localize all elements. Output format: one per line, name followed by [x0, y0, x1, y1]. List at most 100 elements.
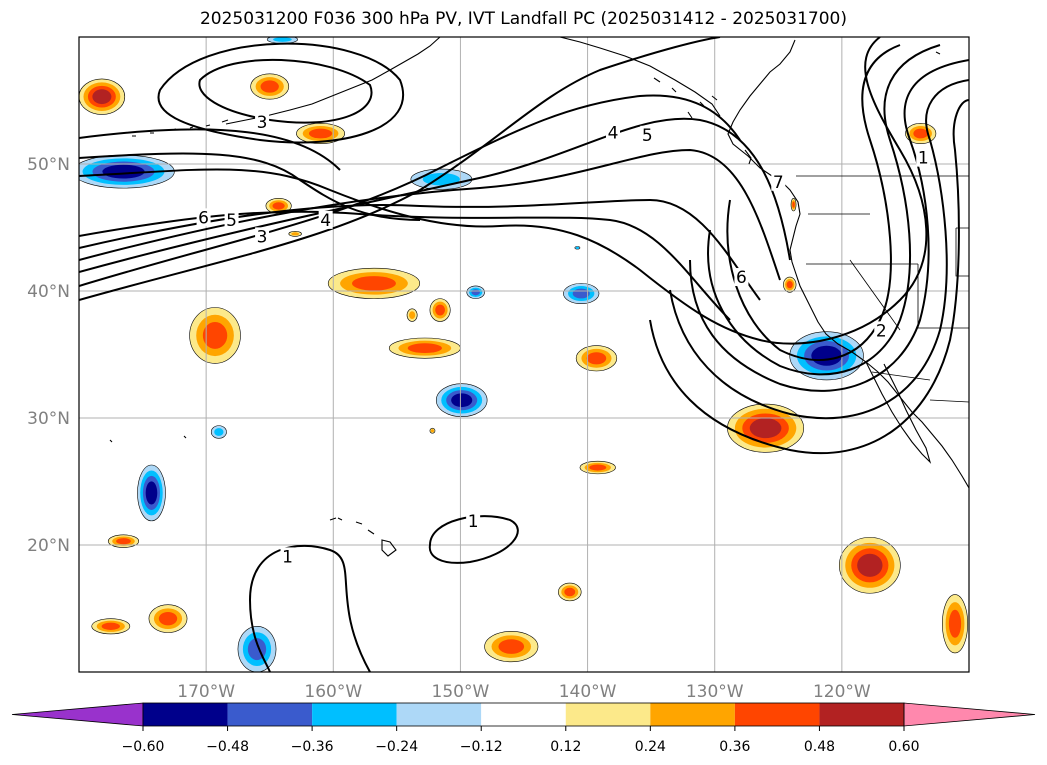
- pc-band: [575, 246, 579, 250]
- colorbar-tick-label: 0.36: [719, 739, 750, 755]
- pc-band: [749, 418, 782, 439]
- pc-band: [586, 352, 607, 365]
- pc-band: [948, 609, 962, 638]
- lon-tick-label: 170°W: [177, 682, 235, 700]
- pv-contour-line: [79, 152, 421, 221]
- pc-anomaly-patch: [429, 298, 451, 322]
- pc-band: [451, 393, 473, 408]
- pc-anomaly-patch: [783, 276, 797, 293]
- pc-anomaly-patch: [466, 285, 485, 299]
- colorbar-tick-label: −0.24: [375, 739, 418, 755]
- pv-contour-line: [649, 99, 969, 455]
- lon-tick-label: 150°W: [432, 682, 490, 700]
- pc-band: [116, 538, 131, 545]
- pv-contour-line: [157, 42, 404, 144]
- pv-contour-line: [707, 44, 941, 376]
- contour-label-bg: [255, 113, 270, 132]
- pv-contour-line: [79, 148, 781, 281]
- pc-band: [102, 164, 145, 179]
- pc-anomaly-patch: [288, 231, 302, 237]
- pc-anomaly-patch: [137, 464, 166, 522]
- pc-anomaly-patch: [575, 345, 618, 372]
- pv-contour-line: [79, 94, 741, 287]
- contour-label: 4: [608, 123, 619, 143]
- map-frame: [78, 36, 970, 673]
- axis-tick-labels: 170°W 160°W 150°W 140°W 130°W 120°W 50°N 40°N 30…: [27, 155, 871, 700]
- colorbar-tick-label: −0.12: [460, 739, 503, 755]
- pc-anomaly-patch: [790, 197, 797, 212]
- hawaii-islands: [329, 517, 397, 557]
- pc-shading-layer: [79, 37, 969, 672]
- contour-label-bg: [318, 210, 333, 229]
- lon-tick-label: 140°W: [559, 682, 617, 700]
- colorbar-box: [650, 703, 735, 726]
- contour-label: 3: [257, 113, 268, 133]
- contour-label-bg: [466, 511, 481, 530]
- pc-band: [471, 289, 480, 296]
- pc-band: [92, 89, 112, 105]
- pv-contour-line: [79, 37, 721, 301]
- contour-label: 6: [736, 268, 747, 288]
- pc-band: [811, 345, 842, 366]
- lat-tick-label: 50°N: [27, 155, 70, 175]
- colorbar-tick-label: 0.48: [804, 739, 835, 755]
- colorbar-box: [734, 703, 820, 726]
- contour-label: 7: [773, 173, 784, 193]
- pc-anomaly-patch: [429, 427, 436, 434]
- colorbar-tick-label: −0.36: [291, 739, 334, 755]
- pc-band: [101, 622, 120, 630]
- pc-anomaly-patch: [839, 537, 901, 594]
- pv-contour-line: [79, 37, 928, 345]
- pc-band: [792, 201, 795, 208]
- contour-label: 5: [642, 126, 653, 146]
- pc-band: [202, 322, 228, 349]
- colorbar-extend-min: [11, 702, 144, 727]
- pc-anomaly-patch: [435, 383, 488, 418]
- contour-label-bg: [606, 123, 620, 142]
- north-america-coastline: [727, 39, 969, 489]
- pc-anomaly-patch: [148, 604, 188, 633]
- lat-tick-label: 40°N: [27, 282, 70, 302]
- alaska-peninsula-coastline: [559, 37, 721, 117]
- coastal-islands: [653, 77, 752, 165]
- pc-band: [407, 343, 442, 354]
- pc-band: [435, 304, 445, 316]
- colorbar-ticks: −0.60 −0.48 −0.36 −0.24 −0.12 0.12 0.24 0.36 0.4…: [122, 726, 920, 755]
- contour-label: 4: [320, 211, 331, 231]
- colorbar-outline: [142, 702, 905, 727]
- contour-label: 1: [468, 512, 479, 532]
- pc-band: [272, 202, 285, 210]
- pc-anomaly-patch: [265, 197, 292, 214]
- contour-label: 1: [282, 547, 293, 567]
- pc-band: [857, 553, 883, 577]
- colorbar-tick-label: 0.24: [635, 739, 666, 755]
- pv-contour-line: [248, 544, 371, 672]
- pc-anomaly-patch: [91, 618, 131, 635]
- colorbar-box: [819, 703, 904, 726]
- colorbar-boxes: [11, 702, 1036, 727]
- colorbar-tick-label: −0.48: [206, 739, 249, 755]
- lat-tick-label: 20°N: [27, 536, 70, 556]
- pc-band: [589, 464, 607, 471]
- pc-band: [564, 587, 576, 597]
- pc-band: [786, 280, 793, 289]
- pc-band: [291, 232, 300, 236]
- pc-anomaly-patch: [107, 534, 140, 548]
- pc-anomaly-patch: [388, 337, 461, 359]
- colorbar-extend-max: [903, 702, 1036, 727]
- contour-label-bg: [916, 148, 931, 167]
- contour-label-bg: [640, 125, 655, 144]
- pv-contour-line: [79, 128, 341, 171]
- pc-anomaly-patch: [941, 594, 969, 654]
- contour-label: 1: [918, 149, 929, 169]
- pc-anomaly-patch: [563, 283, 600, 305]
- pv-contours: [79, 37, 969, 672]
- colorbar-box: [565, 703, 651, 726]
- pc-anomaly-patch: [327, 267, 421, 299]
- small-islands: [109, 51, 941, 443]
- pv-contour-line: [726, 44, 901, 361]
- pc-band: [145, 481, 158, 505]
- colorbar-box: [396, 703, 482, 726]
